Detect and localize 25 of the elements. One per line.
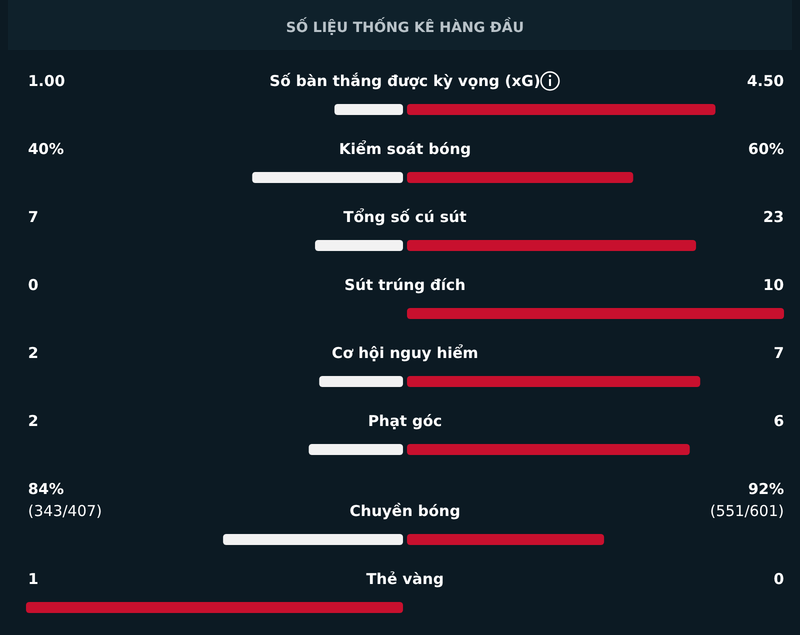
data-label: 60% [748,140,784,158]
data-label: 6 [774,412,784,430]
data-label: 23 [763,208,784,226]
category-label: Thẻ vàng [366,570,444,588]
data-label: 10 [763,276,784,294]
category-label: Phạt góc [368,412,442,430]
category-label: Chuyền bóng [350,502,460,520]
data-label: 2 [28,344,38,362]
data-label: 1 [28,570,38,588]
data-label: 0 [28,276,38,294]
data-label: 84% (343/407) [28,480,102,520]
data-label: 0 [774,570,784,588]
category-label: Sút trúng đích [344,276,466,294]
data-label: 7 [774,344,784,362]
data-label: 40% [28,140,64,158]
data-label: 2 [28,412,38,430]
data-label: 7 [28,208,38,226]
text: SỐ LIỆU THỐNG KÊ HÀNG ĐẦU [286,17,524,36]
category-label: Tổng số cú sút [343,208,467,226]
category-label: Kiểm soát bóng [339,140,471,158]
data-label: 1.00 [28,72,66,90]
category-label: Số bàn thắng được kỳ vọng (xG) [270,72,540,90]
data-label: 92% (551/601) [710,480,784,520]
data-label: 4.50 [746,72,784,90]
category-label: Cơ hội nguy hiểm [332,344,478,362]
